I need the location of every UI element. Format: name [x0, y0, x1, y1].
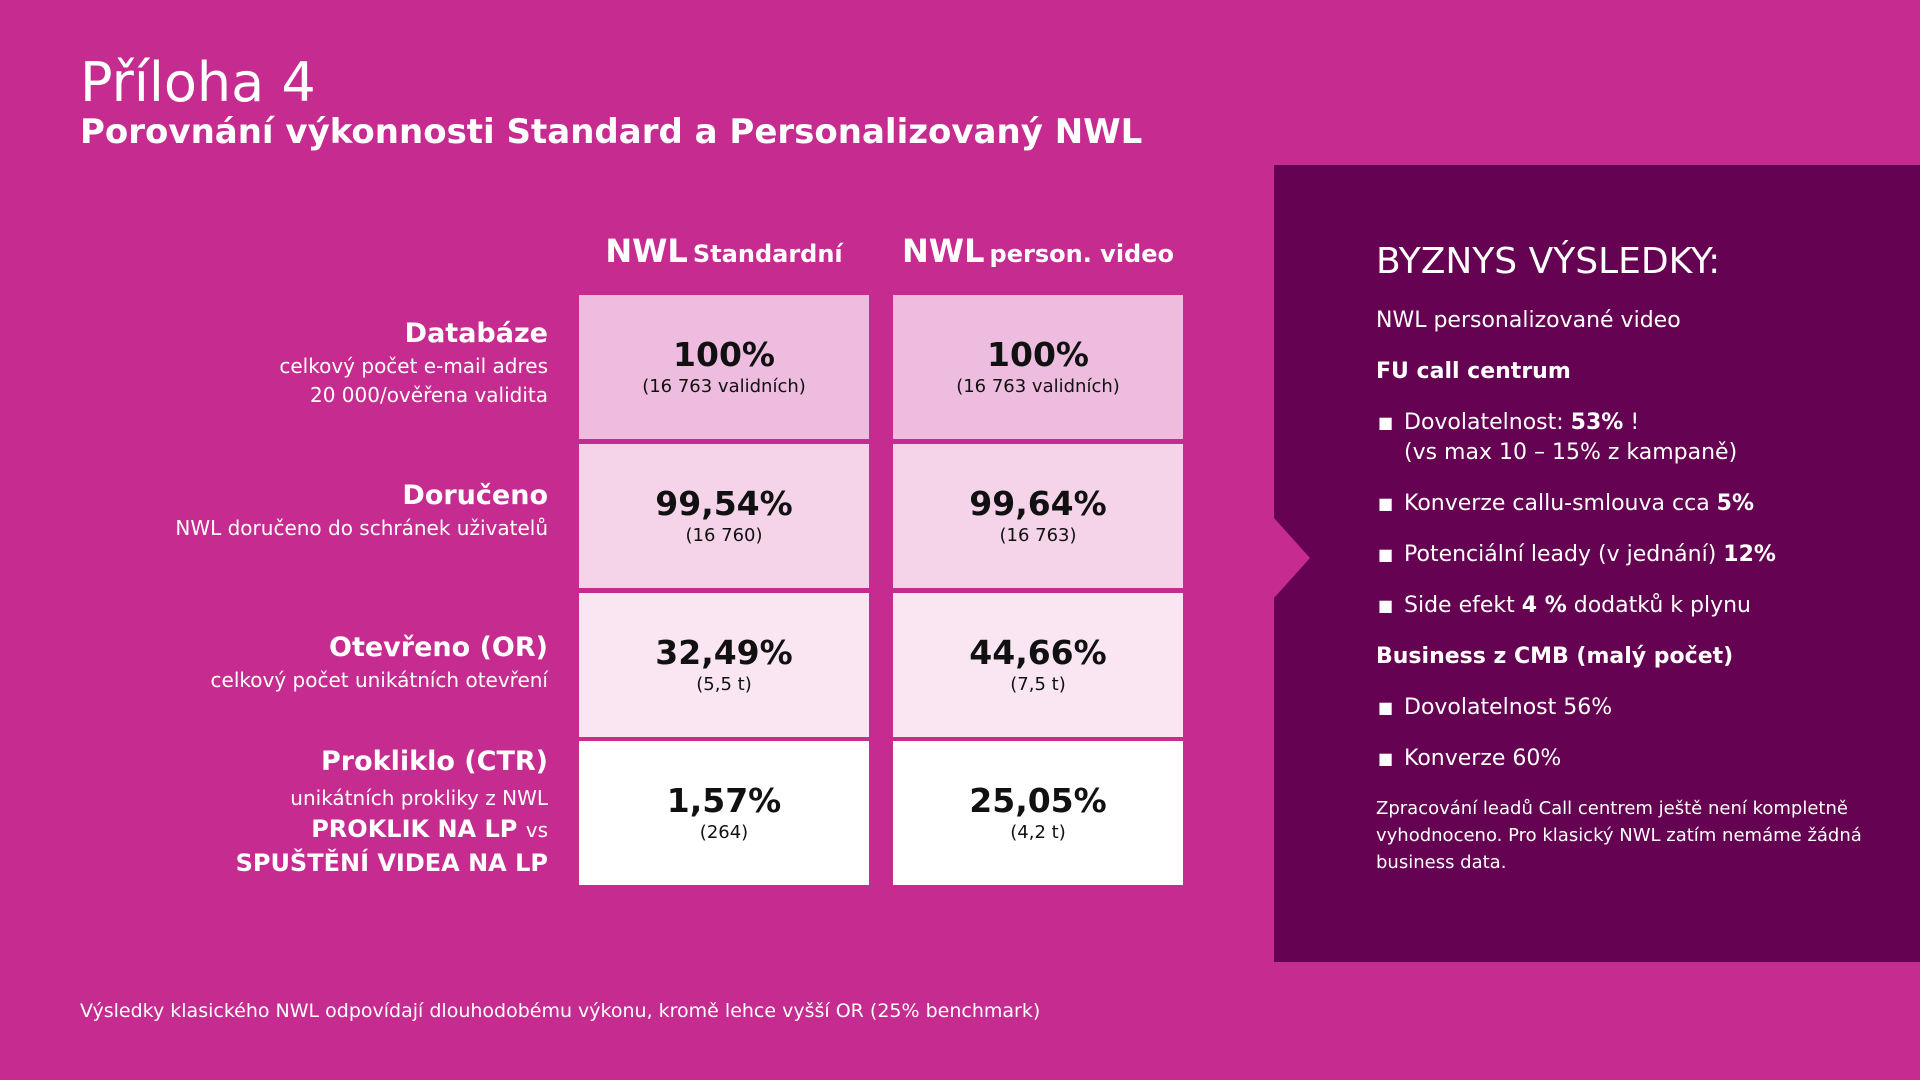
row-subtitle: celkový počet unikátních otevření	[210, 668, 548, 692]
panel-section-heading: FU call centrum	[1376, 359, 1571, 384]
row-vs: vs	[525, 818, 548, 842]
list-item: ■ Dovolatelnost: 53% ! (vs max 10 – 15% …	[1376, 408, 1896, 468]
panel-list-call-centrum: ■ Dovolatelnost: 53% ! (vs max 10 – 15% …	[1376, 408, 1896, 621]
cell-prokliklo-video: 25,05% (4,2 t)	[893, 741, 1183, 885]
cell-value: 1,57%	[666, 781, 782, 820]
row-label-databaze: Databáze celkový počet e-mail adres 20 0…	[279, 316, 548, 410]
bullet-icon: ■	[1378, 698, 1394, 717]
cell-value: 99,54%	[655, 484, 793, 523]
item-value: 5%	[1716, 491, 1755, 516]
row-label-doruceno: Doručeno NWL doručeno do schránek uživat…	[175, 478, 548, 543]
panel-section-heading: Business z CMB (malý počet)	[1376, 644, 1734, 669]
cell-value: 99,64%	[969, 484, 1107, 523]
cell-value: 25,05%	[969, 781, 1107, 820]
row-subtitle: unikátních prokliky z NWL	[290, 786, 548, 810]
item-text: Dovolatelnost 56%	[1404, 695, 1613, 720]
cell-doruceno-standard: 99,54% (16 760)	[579, 444, 869, 588]
cell-detail: (16 763 validních)	[956, 376, 1120, 397]
row-emphasis-text: PROKLIK NA LP	[311, 815, 518, 843]
row-subtitle: celkový počet e-mail adres	[279, 354, 548, 378]
row-title: Databáze	[404, 318, 548, 349]
cell-value: 32,49%	[655, 633, 793, 672]
column-header-label: Standardní	[692, 240, 843, 268]
row-title: Otevřeno (OR)	[329, 632, 548, 663]
cell-detail: (264)	[699, 822, 749, 843]
item-label: Dovolatelnost:	[1404, 410, 1571, 435]
bullet-icon: ■	[1378, 413, 1394, 432]
footer-note: Výsledky klasického NWL odpovídají dlouh…	[80, 1000, 1041, 1022]
list-item: ■ Konverze callu-smlouva cca 5%	[1376, 489, 1896, 519]
cell-databaze-standard: 100% (16 763 validních)	[579, 295, 869, 439]
column-header-label: person. video	[989, 240, 1174, 268]
list-item: ■ Potenciální leady (v jednání) 12%	[1376, 540, 1896, 570]
cell-value: 44,66%	[969, 633, 1107, 672]
cell-value: 100%	[987, 335, 1089, 374]
item-value: 4 %	[1521, 593, 1567, 618]
panel-intro: NWL personalizované video	[1376, 308, 1681, 333]
cell-otevreno-standard: 32,49% (5,5 t)	[579, 593, 869, 737]
row-subtitle: NWL doručeno do schránek uživatelů	[175, 516, 548, 540]
item-note: (vs max 10 – 15% z kampaně)	[1404, 440, 1738, 465]
bullet-icon: ■	[1378, 596, 1394, 615]
item-label: Side efekt	[1404, 593, 1522, 618]
cell-detail: (16 763)	[999, 525, 1077, 546]
item-suffix: dodatků k plynu	[1566, 593, 1751, 618]
cell-detail: (16 763 validních)	[642, 376, 806, 397]
cell-detail: (7,5 t)	[1010, 674, 1066, 695]
panel-list-cmb: ■ Dovolatelnost 56% ■ Konverze 60%	[1376, 693, 1896, 774]
row-emphasis: PROKLIK NA LP vs	[236, 813, 548, 847]
item-label: Konverze callu-smlouva cca	[1404, 491, 1717, 516]
item-label: Potenciální leady (v jednání)	[1404, 542, 1724, 567]
business-results-panel	[1274, 165, 1920, 962]
item-text: Konverze 60%	[1404, 746, 1562, 771]
list-item: ■ Side efekt 4 % dodatků k plynu	[1376, 591, 1896, 621]
item-value: 53%	[1570, 410, 1624, 435]
panel-arrow-notch	[1274, 518, 1310, 598]
column-header-video: NWL person. video	[893, 232, 1183, 270]
row-subtitle: 20 000/ověřena validita	[309, 383, 548, 407]
cell-databaze-video: 100% (16 763 validních)	[893, 295, 1183, 439]
page-subtitle: Porovnání výkonnosti Standard a Personal…	[80, 112, 1143, 152]
cell-value: 100%	[673, 335, 775, 374]
page-title: Příloha 4	[80, 51, 316, 114]
row-title: Doručeno	[402, 480, 548, 511]
column-header-standard: NWL Standardní	[579, 232, 869, 270]
cell-detail: (5,5 t)	[696, 674, 752, 695]
cell-detail: (4,2 t)	[1010, 822, 1066, 843]
list-item: ■ Dovolatelnost 56%	[1376, 693, 1896, 723]
bullet-icon: ■	[1378, 749, 1394, 768]
cell-doruceno-video: 99,64% (16 763)	[893, 444, 1183, 588]
row-label-otevreno: Otevřeno (OR) celkový počet unikátních o…	[211, 630, 548, 695]
column-header-prefix: NWL	[605, 232, 688, 270]
row-title: Prokliklo (CTR)	[321, 746, 548, 777]
panel-title: BYZNYS VÝSLEDKY:	[1376, 241, 1721, 282]
business-results-content: BYZNYS VÝSLEDKY: NWL personalizované vid…	[1376, 238, 1896, 876]
item-value: 12%	[1723, 542, 1776, 567]
row-label-prokliklo: Prokliklo (CTR) unikátních prokliky z NW…	[236, 744, 548, 880]
panel-note: Zpracování leadů Call centrem ještě není…	[1376, 798, 1862, 873]
column-header-prefix: NWL	[901, 232, 985, 270]
cell-detail: (16 760)	[685, 525, 763, 546]
list-item: ■ Konverze 60%	[1376, 744, 1896, 774]
row-emphasis-text: SPUŠTĚNÍ VIDEA NA LP	[235, 849, 548, 877]
item-suffix: !	[1623, 410, 1640, 435]
bullet-icon: ■	[1378, 545, 1394, 564]
bullet-icon: ■	[1378, 494, 1394, 513]
cell-otevreno-video: 44,66% (7,5 t)	[893, 593, 1183, 737]
cell-prokliklo-standard: 1,57% (264)	[579, 741, 869, 885]
